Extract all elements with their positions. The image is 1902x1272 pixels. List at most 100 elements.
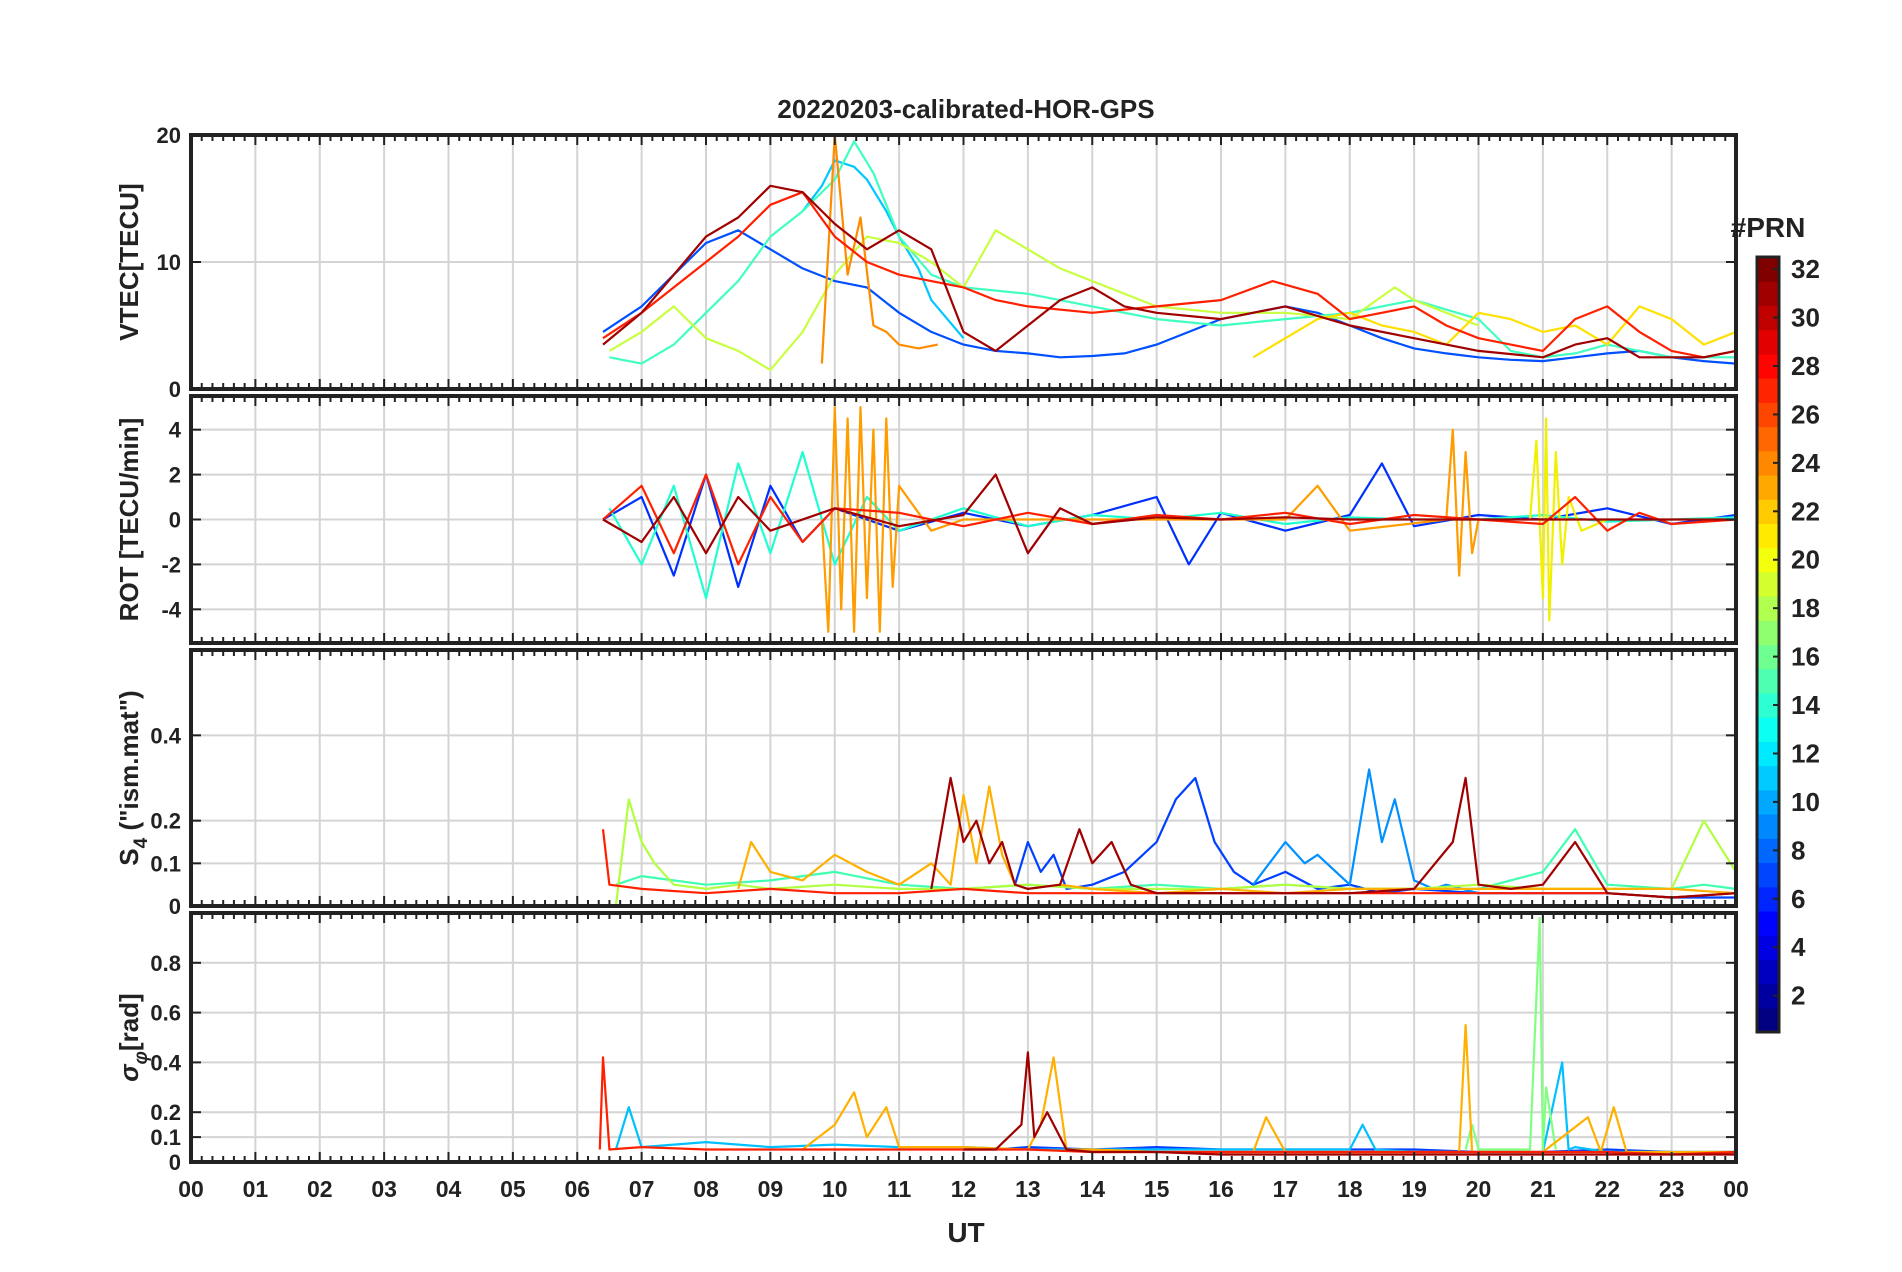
colorbar-swatch — [1757, 717, 1779, 742]
series-line-prn-6 — [602, 462, 1736, 589]
colorbar-swatch — [1757, 692, 1779, 718]
series-group-rot — [602, 406, 1736, 633]
colorbar-swatch — [1757, 596, 1779, 621]
y-axis-label-vtec: VTEC[TECU] — [114, 183, 144, 340]
axes-box-s4 — [189, 648, 1738, 908]
series-line-prn-14 — [608, 451, 1736, 600]
colorbar-tick-label: 2 — [1791, 981, 1805, 1011]
colorbar-swatch — [1757, 644, 1779, 670]
x-tick-label: 02 — [307, 1176, 333, 1202]
y-axis-label-rot: ROT [TECU/min] — [114, 418, 144, 622]
colorbar-tick-label: 10 — [1791, 787, 1820, 817]
colorbar-tick-label: 32 — [1791, 254, 1820, 284]
colorbar-swatch — [1757, 983, 1779, 1009]
colorbar-swatch — [1757, 814, 1779, 839]
x-tick-label: 23 — [1659, 1176, 1685, 1202]
y-tick-label: 0.1 — [150, 1125, 181, 1150]
panel-rot: -4 -2 0 2 4 ROT [TECU/min] — [114, 394, 1738, 645]
panel-sigma: 00.10.2 0.4 0.6 0.8 σφ[rad] — [114, 911, 1738, 1175]
colorbar-tick-label: 4 — [1791, 932, 1806, 962]
y-tick-label: 10 — [157, 250, 181, 275]
y-tick-label: 0 — [169, 894, 181, 919]
y-axis-label-s4: S4 ("ism.mat") — [114, 690, 152, 865]
x-tick-label: 11 — [887, 1176, 912, 1202]
series-group-s4 — [601, 768, 1736, 906]
x-tick-label: 00 — [178, 1176, 204, 1202]
y-tick-label: 0.6 — [150, 1001, 181, 1026]
y-tick-label: 0 — [169, 1150, 181, 1175]
colorbar-tick-label: 14 — [1791, 690, 1820, 720]
colorbar-swatch — [1757, 862, 1779, 888]
colorbar-swatch — [1757, 329, 1779, 355]
y-tick-label: 0.4 — [150, 723, 181, 748]
series-line-prn-22 — [801, 1023, 1736, 1154]
series-line-prn-4 — [602, 229, 1736, 365]
y-tick-label: -4 — [161, 597, 181, 622]
y-tick-label: 0.2 — [150, 1100, 181, 1125]
series-line-prn-23 — [820, 135, 939, 364]
colorbar-swatch — [1757, 959, 1779, 985]
y-tick-label: 20 — [157, 123, 181, 148]
colorbar-swatch — [1757, 353, 1779, 379]
axes-box-vtec — [189, 133, 1738, 391]
x-tick-label: 08 — [693, 1176, 719, 1202]
colorbar-swatch — [1757, 765, 1779, 791]
x-tick-label: 06 — [564, 1176, 590, 1202]
y-tick-label: 0.1 — [150, 851, 181, 876]
y-tick-label: 2 — [169, 463, 181, 488]
x-tick-label: 04 — [436, 1176, 462, 1202]
colorbar-swatch — [1757, 402, 1779, 428]
x-tick-label: 20 — [1466, 1176, 1492, 1202]
x-tick-label: 01 — [243, 1176, 269, 1202]
series-line-prn-12 — [801, 159, 965, 339]
colorbar-tick-label: 20 — [1791, 545, 1820, 575]
colorbar-swatch — [1757, 910, 1779, 936]
x-tick-label: 13 — [1015, 1176, 1041, 1202]
x-tick-label: 03 — [371, 1176, 397, 1202]
colorbar-swatch — [1757, 547, 1779, 573]
axis-ticks-sigma: 00.10.2 0.4 0.6 0.8 — [150, 913, 1737, 1175]
y-tick-label: 0.4 — [150, 1050, 181, 1075]
x-tick-label: 22 — [1594, 1176, 1620, 1202]
colorbar-tick-label: 12 — [1791, 738, 1820, 768]
colorbar-tick-label: 18 — [1791, 593, 1820, 623]
colorbar-swatch — [1757, 450, 1779, 476]
x-tick-label: 10 — [822, 1176, 848, 1202]
y-tick-label: 0.2 — [150, 809, 181, 834]
x-tick-label: 15 — [1144, 1176, 1170, 1202]
colorbar-tick-label: 24 — [1791, 448, 1820, 478]
colorbar-tick-label: 22 — [1791, 496, 1820, 526]
axes-box-rot — [189, 394, 1738, 645]
y-tick-label: 4 — [169, 418, 182, 443]
x-tick-label: 16 — [1208, 1176, 1234, 1202]
series-line-prn-11 — [614, 1061, 1736, 1154]
colorbar-swatch — [1757, 378, 1779, 403]
colorbar-label: #PRN — [1731, 212, 1806, 243]
colorbar-tick-label: 8 — [1791, 835, 1805, 865]
series-line-prn-27 — [602, 473, 1736, 566]
colorbar-tick-label: 26 — [1791, 399, 1820, 429]
chart-title: 20220203-calibrated-HOR-GPS — [777, 94, 1154, 124]
colorbar-swatch — [1757, 668, 1779, 694]
colorbar-swatch — [1757, 741, 1779, 767]
x-axis-label: UT — [947, 1217, 984, 1248]
x-tick-label: 21 — [1530, 1176, 1556, 1202]
x-tick-label: 09 — [758, 1176, 784, 1202]
x-tick-label: 17 — [1273, 1176, 1299, 1202]
series-line-prn-27 — [602, 191, 1736, 359]
x-tick-label: 12 — [951, 1176, 977, 1202]
axes-box-sigma — [189, 911, 1738, 1164]
colorbar-swatch — [1757, 886, 1779, 912]
x-tick-label: 18 — [1337, 1176, 1363, 1202]
x-tick-label: 05 — [500, 1176, 526, 1202]
colorbar-tick-label: 28 — [1791, 351, 1820, 381]
colorbar-swatch — [1757, 838, 1779, 864]
series-line-prn-21 — [1252, 305, 1736, 359]
series-line-prn-31 — [602, 184, 1736, 359]
colorbar-swatch — [1757, 499, 1779, 525]
series-line-prn-27 — [601, 829, 1736, 899]
